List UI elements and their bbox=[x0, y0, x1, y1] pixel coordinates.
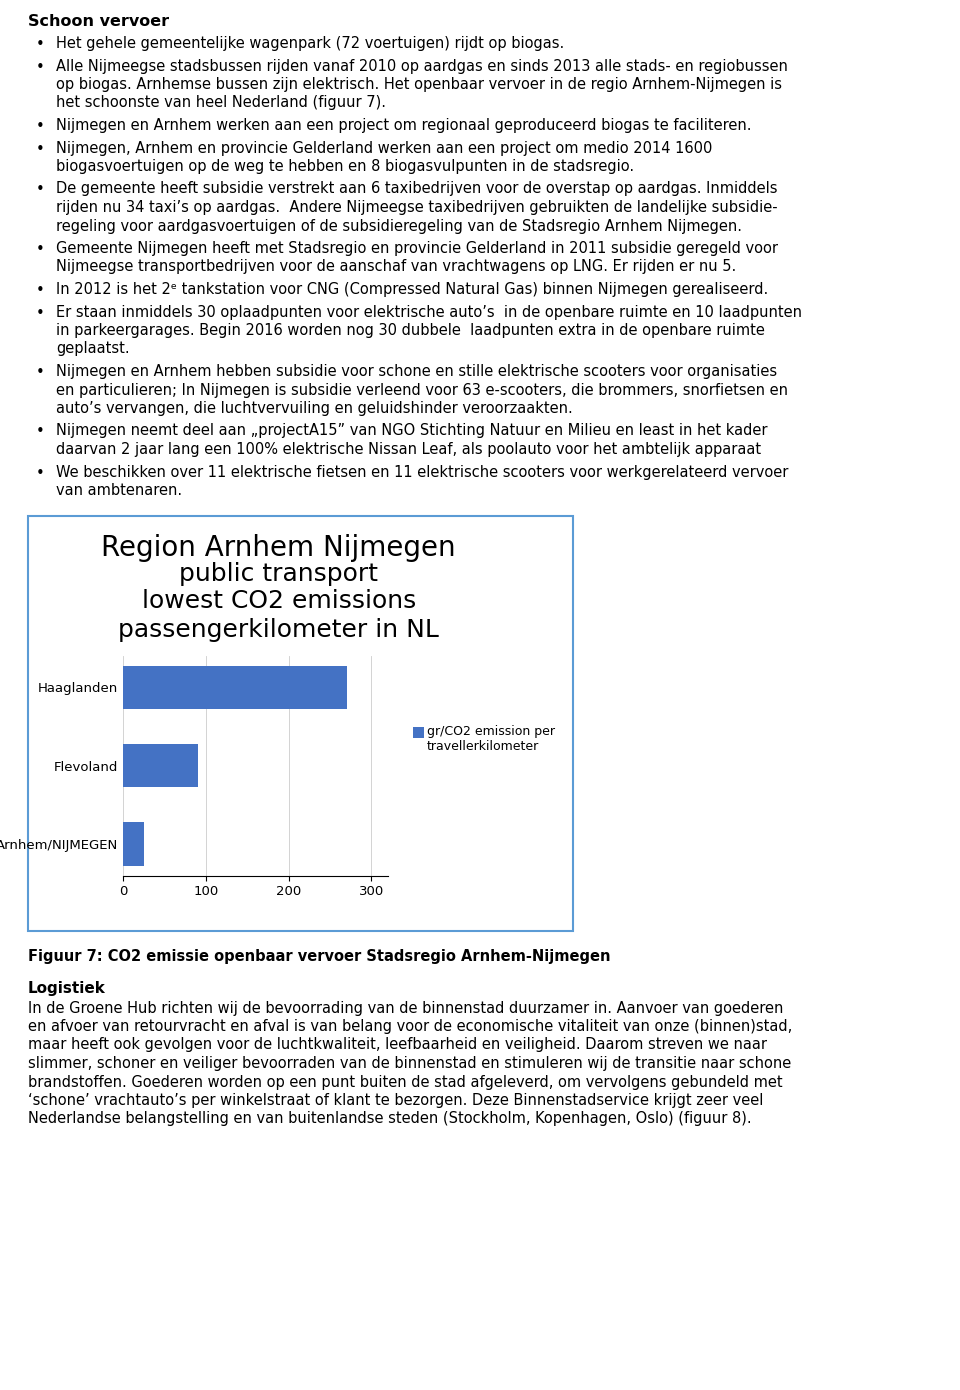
Text: •: • bbox=[36, 120, 45, 133]
Text: Alle Nijmeegse stadsbussen rijden vanaf 2010 op aardgas en sinds 2013 alle stads: Alle Nijmeegse stadsbussen rijden vanaf … bbox=[56, 58, 788, 74]
Text: Nijmegen, Arnhem en provincie Gelderland werken aan een project om medio 2014 16: Nijmegen, Arnhem en provincie Gelderland… bbox=[56, 140, 712, 156]
Text: regeling voor aardgasvoertuigen of de subsidieregeling van de Stadsregio Arnhem : regeling voor aardgasvoertuigen of de su… bbox=[56, 218, 742, 234]
Text: Nijmegen en Arnhem werken aan een project om regionaal geproduceerd biogas te fa: Nijmegen en Arnhem werken aan een projec… bbox=[56, 118, 752, 133]
Text: In de Groene Hub richten wij de bevoorrading van de binnenstad duurzamer in. Aan: In de Groene Hub richten wij de bevoorra… bbox=[28, 1001, 783, 1016]
Text: Gemeente Nijmegen heeft met Stadsregio en provincie Gelderland in 2011 subsidie : Gemeente Nijmegen heeft met Stadsregio e… bbox=[56, 240, 778, 256]
Text: auto’s vervangen, die luchtvervuiling en geluidshinder veroorzaakten.: auto’s vervangen, die luchtvervuiling en… bbox=[56, 400, 573, 416]
Text: geplaatst.: geplaatst. bbox=[56, 342, 130, 356]
Text: in parkeergarages. Begin 2016 worden nog 30 dubbele  laadpunten extra in de open: in parkeergarages. Begin 2016 worden nog… bbox=[56, 322, 765, 338]
Text: op biogas. Arnhemse bussen zijn elektrisch. Het openbaar vervoer in de regio Arn: op biogas. Arnhemse bussen zijn elektris… bbox=[56, 76, 782, 92]
Text: Nijmeegse transportbedrijven voor de aanschaf van vrachtwagens op LNG. Er rijden: Nijmeegse transportbedrijven voor de aan… bbox=[56, 260, 736, 274]
Text: •: • bbox=[36, 284, 45, 297]
Text: Schoon vervoer: Schoon vervoer bbox=[28, 14, 169, 29]
Text: Nederlandse belangstelling en van buitenlandse steden (Stockholm, Kopenhagen, Os: Nederlandse belangstelling en van buiten… bbox=[28, 1112, 752, 1126]
Text: en afvoer van retourvracht en afval is van belang voor de economische vitaliteit: en afvoer van retourvracht en afval is v… bbox=[28, 1019, 792, 1034]
Text: rijden nu 34 taxi’s op aardgas.  Andere Nijmeegse taxibedrijven gebruikten de la: rijden nu 34 taxi’s op aardgas. Andere N… bbox=[56, 200, 778, 215]
Text: het schoonste van heel Nederland (figuur 7).: het schoonste van heel Nederland (figuur… bbox=[56, 96, 386, 110]
Text: Region Arnhem Nijmegen: Region Arnhem Nijmegen bbox=[102, 534, 456, 562]
Text: Logistiek: Logistiek bbox=[28, 980, 106, 995]
Text: lowest CO2 emissions: lowest CO2 emissions bbox=[141, 589, 416, 613]
Text: •: • bbox=[36, 366, 45, 379]
Text: Er staan inmiddels 30 oplaadpunten voor elektrische auto’s  in de openbare ruimt: Er staan inmiddels 30 oplaadpunten voor … bbox=[56, 304, 802, 320]
Bar bbox=[28, 516, 573, 930]
Text: Nijmegen en Arnhem hebben subsidie voor schone en stille elektrische scooters vo: Nijmegen en Arnhem hebben subsidie voor … bbox=[56, 364, 778, 379]
Text: Nijmegen neemt deel aan „projectA15” van NGO Stichting Natuur en Milieu en least: Nijmegen neemt deel aan „projectA15” van… bbox=[56, 424, 767, 438]
Bar bbox=[123, 666, 347, 709]
Text: Het gehele gemeentelijke wagenpark (72 voertuigen) rijdt op biogas.: Het gehele gemeentelijke wagenpark (72 v… bbox=[56, 36, 564, 51]
Text: maar heeft ook gevolgen voor de luchtkwaliteit, leefbaarheid en veiligheid. Daar: maar heeft ook gevolgen voor de luchtkwa… bbox=[28, 1037, 767, 1052]
Text: en particulieren; In Nijmegen is subsidie verleend voor 63 e-scooters, die bromm: en particulieren; In Nijmegen is subsidi… bbox=[56, 382, 788, 398]
Text: daarvan 2 jaar lang een 100% elektrische Nissan Leaf, als poolauto voor het ambt: daarvan 2 jaar lang een 100% elektrische… bbox=[56, 442, 761, 457]
Bar bbox=[123, 823, 144, 866]
Bar bbox=[413, 727, 424, 738]
Text: •: • bbox=[36, 38, 45, 51]
Text: •: • bbox=[36, 182, 45, 197]
Text: Figuur 7: CO2 emissie openbaar vervoer Stadsregio Arnhem-Nijmegen: Figuur 7: CO2 emissie openbaar vervoer S… bbox=[28, 948, 611, 963]
Text: •: • bbox=[36, 424, 45, 439]
Text: •: • bbox=[36, 242, 45, 257]
Text: van ambtenaren.: van ambtenaren. bbox=[56, 482, 182, 498]
Text: •: • bbox=[36, 466, 45, 481]
Text: ‘schone’ vrachtauto’s per winkelstraat of klant te bezorgen. Deze Binnenstadserv: ‘schone’ vrachtauto’s per winkelstraat o… bbox=[28, 1093, 763, 1108]
Text: slimmer, schoner en veiliger bevoorraden van de binnenstad en stimuleren wij de : slimmer, schoner en veiliger bevoorraden… bbox=[28, 1056, 791, 1072]
Text: gr/CO2 emission per
travellerkilometer: gr/CO2 emission per travellerkilometer bbox=[427, 726, 555, 753]
Text: public transport: public transport bbox=[180, 562, 378, 585]
Text: In 2012 is het 2ᵉ tankstation voor CNG (Compressed Natural Gas) binnen Nijmegen : In 2012 is het 2ᵉ tankstation voor CNG (… bbox=[56, 282, 768, 297]
Text: •: • bbox=[36, 306, 45, 321]
Bar bbox=[123, 744, 198, 787]
Text: passengerkilometer in NL: passengerkilometer in NL bbox=[118, 617, 439, 642]
Text: De gemeente heeft subsidie verstrekt aan 6 taxibedrijven voor de overstap op aar: De gemeente heeft subsidie verstrekt aan… bbox=[56, 182, 778, 196]
Text: •: • bbox=[36, 142, 45, 157]
Text: biogasvoertuigen op de weg te hebben en 8 biogasvulpunten in de stadsregio.: biogasvoertuigen op de weg te hebben en … bbox=[56, 158, 635, 174]
Text: brandstoffen. Goederen worden op een punt buiten de stad afgeleverd, om vervolge: brandstoffen. Goederen worden op een pun… bbox=[28, 1074, 782, 1090]
Text: We beschikken over 11 elektrische fietsen en 11 elektrische scooters voor werkge: We beschikken over 11 elektrische fietse… bbox=[56, 464, 788, 480]
Text: •: • bbox=[36, 60, 45, 75]
